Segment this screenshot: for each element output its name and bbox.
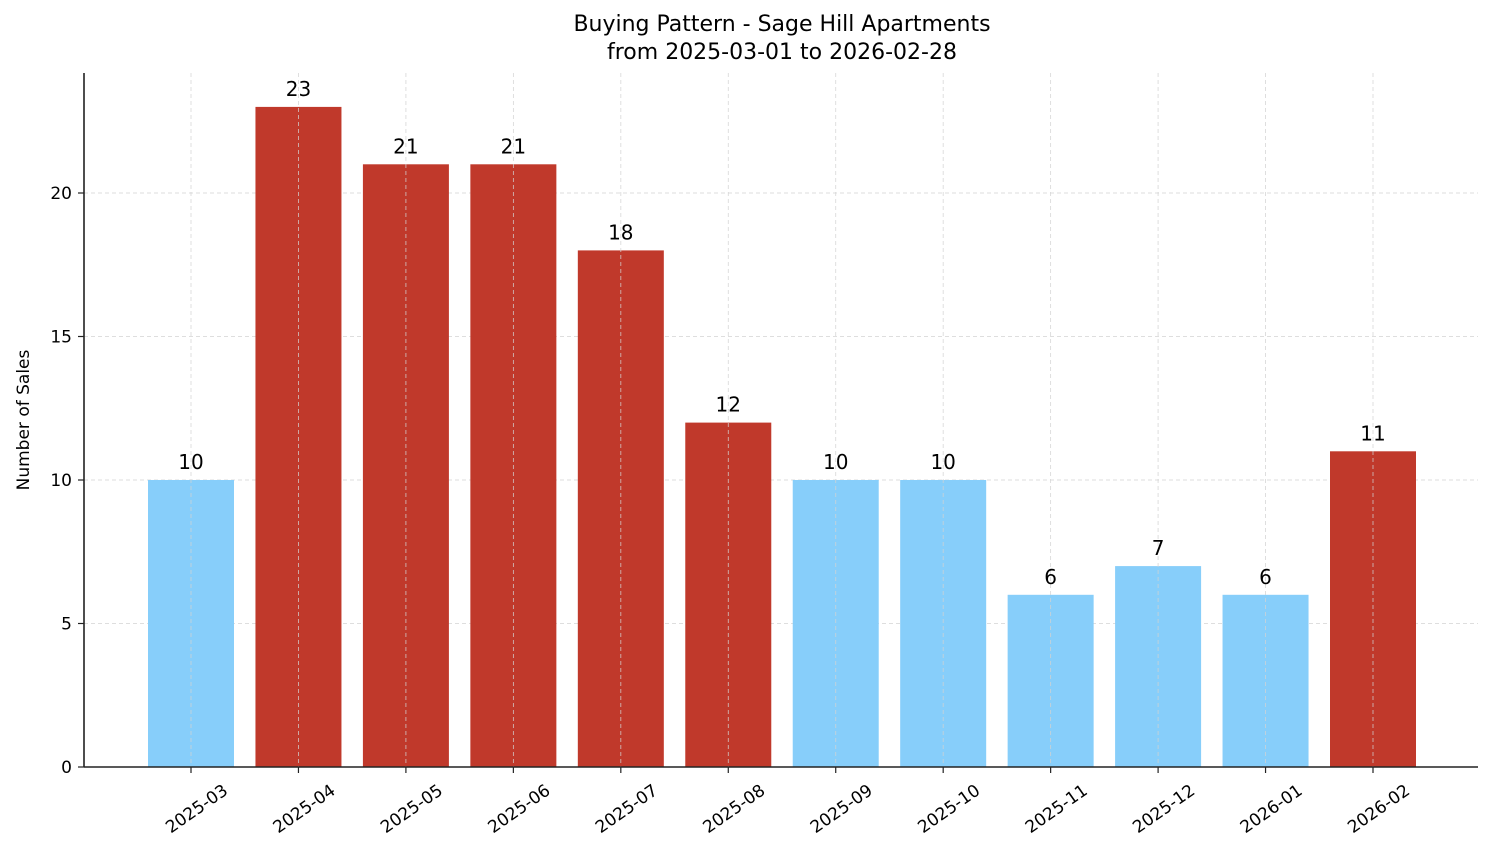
x-tick-label: 2026-01: [1237, 781, 1307, 838]
bar-value-label: 10: [178, 450, 203, 474]
bar-value-label: 11: [1360, 421, 1385, 445]
bar-value-label: 21: [393, 134, 418, 158]
vertical-grid-lines: [190, 73, 1374, 767]
y-tick-label: 0: [61, 758, 72, 778]
bar-value-label: 21: [501, 134, 526, 158]
x-tick-label: 2025-06: [485, 781, 555, 838]
x-tick-labels: 2025-03 2025-04 2025-05 2025-06 2025-07 2025-…: [162, 781, 1414, 838]
x-tick-label: 2025-07: [592, 781, 662, 838]
y-tick-labels: 0 5 10 15 20: [50, 184, 72, 778]
bars: [148, 106, 1416, 768]
data-labels: 10 23 21 21 18 12 10 10 6 7 6 11: [178, 77, 1385, 589]
y-tick-label: 10: [50, 471, 72, 491]
x-tick-label: 2025-11: [1022, 781, 1092, 838]
bar-value-label: 10: [930, 450, 955, 474]
x-tick-label: 2025-09: [807, 781, 877, 838]
bar-value-label: 23: [286, 77, 311, 101]
x-tick-label: 2025-08: [699, 781, 769, 838]
y-tick-label: 15: [50, 328, 72, 348]
x-tick-label: 2025-03: [162, 781, 232, 838]
y-tick-label: 20: [50, 184, 72, 204]
x-tick-label: 2025-12: [1129, 781, 1199, 838]
y-tick-label: 5: [61, 615, 72, 635]
bar-value-label: 6: [1259, 565, 1272, 589]
axes: [78, 73, 1478, 773]
bar-value-label: 18: [608, 220, 633, 244]
x-tick-label: 2025-10: [914, 781, 984, 838]
x-tick-label: 2025-04: [270, 781, 340, 838]
bar-value-label: 7: [1152, 536, 1165, 560]
bar-value-label: 10: [823, 450, 848, 474]
x-tick-label: 2026-02: [1344, 781, 1414, 838]
chart-title: Buying Pattern - Sage Hill Apartments: [573, 12, 991, 37]
x-tick-label: 2025-05: [377, 781, 447, 838]
bar-value-label: 6: [1044, 565, 1057, 589]
chart-subtitle: from 2025-03-01 to 2026-02-28: [607, 40, 957, 65]
bar: [1115, 566, 1202, 767]
bar: [255, 106, 342, 767]
bar-value-label: 12: [716, 393, 741, 417]
